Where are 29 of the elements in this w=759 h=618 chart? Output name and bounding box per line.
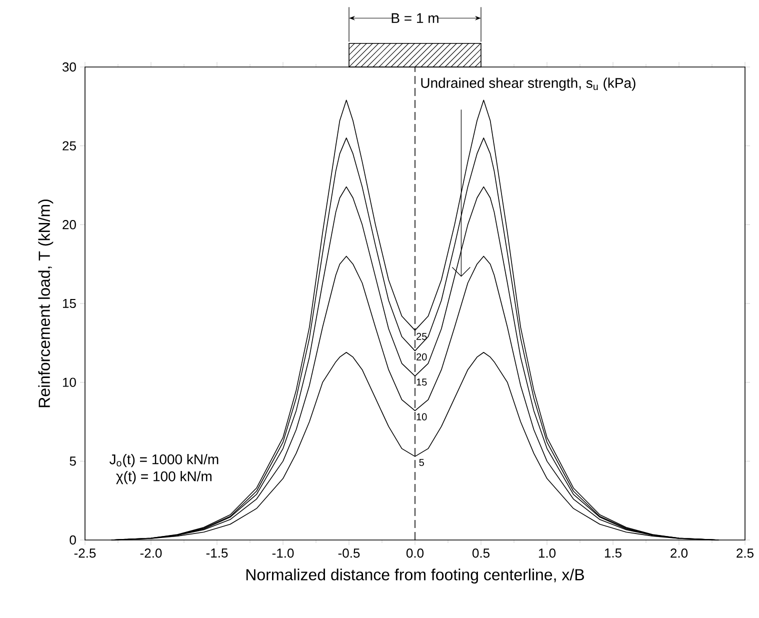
x-tick-label: -2.0 xyxy=(140,548,162,558)
x-tick-label: -0.5 xyxy=(338,548,360,558)
series-label: 20 xyxy=(416,353,427,360)
x-tick-label: 2.0 xyxy=(670,548,688,558)
x-tick-label: 0.0 xyxy=(406,548,424,558)
x-tick-label: -2.5 xyxy=(74,548,96,558)
x-tick-label: 0.5 xyxy=(472,548,490,558)
annotation: Undrained shear strength, s$_{u}$ (kPa) xyxy=(421,78,636,91)
series-label: 5 xyxy=(419,459,424,466)
y-tick-label: 0 xyxy=(70,535,76,545)
annotation: J$_{o}$(t) = 1000 kN/m xyxy=(110,454,218,468)
y-tick-label: 30 xyxy=(62,62,76,72)
x-tick-label: 1.0 xyxy=(538,548,556,558)
y-tick-label: 5 xyxy=(70,456,76,466)
y-tick-label: 20 xyxy=(62,220,76,230)
y-tick-label: 15 xyxy=(62,298,76,308)
series-label: 15 xyxy=(416,378,427,386)
x-tick-label: -1.0 xyxy=(272,548,294,558)
y-axis-title: Reinforcement load, T (kN/m) xyxy=(38,200,54,408)
y-tick-label: 10 xyxy=(62,378,76,387)
x-tick-label: 1.5 xyxy=(604,548,622,558)
annotation: χ(t) = 100 kN/m xyxy=(116,471,212,484)
text: B = 1 m xyxy=(392,13,438,23)
x-tick-label: -1.5 xyxy=(206,548,228,558)
y-tick-label: 25 xyxy=(62,141,76,150)
x-axis-title: Normalized distance from footing centerline, x/B xyxy=(246,568,584,584)
x-tick-label: 2.5 xyxy=(736,548,754,558)
series-label: 25 xyxy=(416,332,427,340)
series-label: 10 xyxy=(416,413,427,420)
